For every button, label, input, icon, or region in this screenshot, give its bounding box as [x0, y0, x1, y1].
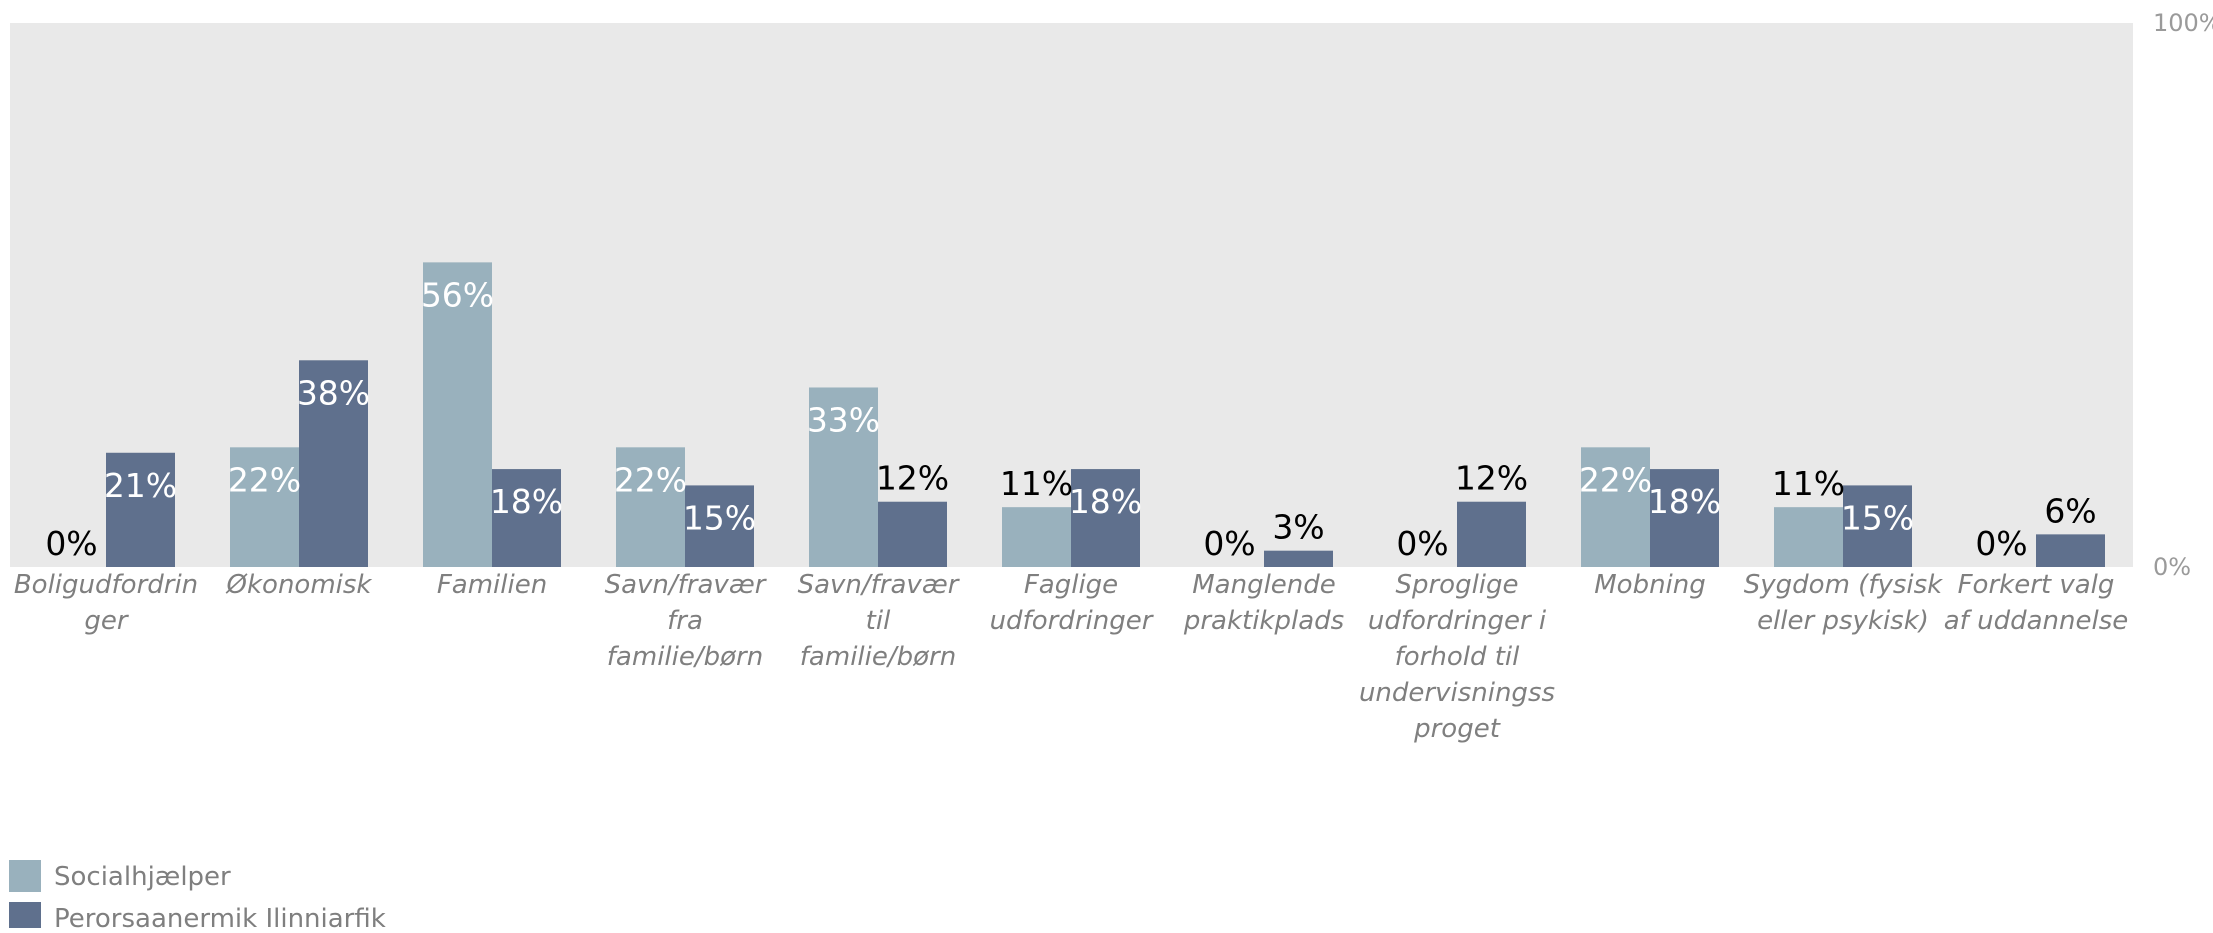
- value-label: 18%: [1069, 482, 1142, 521]
- value-label: 56%: [421, 275, 494, 314]
- value-label: 12%: [1455, 459, 1528, 498]
- bar-perorsaanermik-1: [299, 360, 368, 567]
- category-label: Manglende praktikplads: [1183, 570, 1344, 636]
- value-label: 22%: [228, 460, 301, 499]
- value-label: 22%: [614, 460, 687, 499]
- y-tick-label-max: 100%: [2153, 9, 2213, 37]
- bar-perorsaanermik-9: [1843, 485, 1912, 567]
- value-label: 3%: [1272, 508, 1324, 547]
- bar-perorsaanermik-8: [1650, 469, 1719, 567]
- bar-perorsaanermik-6: [1264, 550, 1333, 567]
- bar-perorsaanermik-2: [492, 469, 561, 567]
- value-label: 18%: [490, 482, 563, 521]
- bar-socialhjaelper-2: [423, 262, 492, 567]
- bar-socialhjaelper-5: [1002, 507, 1071, 567]
- category-label: Faglige udfordringer: [990, 570, 1155, 636]
- value-label: 0%: [45, 524, 97, 563]
- category-label: Sygdom (fysisk eller psykisk): [1744, 570, 1943, 636]
- legend: Socialhjælper Perorsaanermik Ilinniarfik: [9, 860, 386, 933]
- legend-label: Perorsaanermik Ilinniarfik: [54, 904, 386, 928]
- category-label: Sproglige udfordringer i forhold til underv…: [1359, 570, 1555, 744]
- category-label: Savn/fravær fra familie/børn: [605, 570, 768, 672]
- category-label: Boligudfordrin ger: [14, 570, 198, 636]
- value-label: 38%: [297, 373, 370, 412]
- y-tick-label-min: 0%: [2153, 553, 2191, 581]
- value-labels-layer: 0%21% 22%38%56%18%22%15%33%12% 11%18%0% 3% 0…: [45, 275, 2096, 563]
- bar-socialhjaelper-3: [616, 447, 685, 567]
- category-labels-layer: Boligudfordrin ger Økonomisk Familien Savn/f…: [14, 570, 2128, 744]
- bar-socialhjaelper-8: [1581, 447, 1650, 567]
- legend-swatch: [9, 860, 41, 892]
- bar-perorsaanermik-0: [106, 452, 175, 567]
- value-label: 0%: [1203, 524, 1255, 563]
- legend-swatch: [9, 902, 41, 933]
- value-label: 21%: [104, 466, 177, 505]
- category-label: Økonomisk: [226, 570, 373, 600]
- bar-socialhjaelper-9: [1774, 507, 1843, 567]
- bar-perorsaanermik-4: [878, 501, 947, 567]
- value-label: 0%: [1396, 524, 1448, 563]
- value-label: 22%: [1579, 460, 1652, 499]
- value-label: 11%: [1772, 464, 1845, 503]
- value-label: 6%: [2044, 491, 2096, 530]
- bar-perorsaanermik-3: [685, 485, 754, 567]
- bar-perorsaanermik-10: [2036, 534, 2105, 567]
- value-label: 12%: [876, 459, 949, 498]
- value-label: 0%: [1975, 524, 2027, 563]
- legend-label: Socialhjælper: [54, 862, 231, 892]
- category-label: Savn/fravær til familie/børn: [798, 570, 961, 672]
- value-label: 11%: [1000, 464, 1073, 503]
- value-label: 18%: [1648, 482, 1721, 521]
- bars-layer: [106, 262, 2105, 567]
- category-label: Forkert valg af uddannelse: [1944, 570, 2129, 636]
- value-label: 15%: [1841, 498, 1914, 537]
- y-axis: 100% 0%: [2153, 9, 2213, 581]
- bar-socialhjaelper-4: [809, 387, 878, 567]
- bar-perorsaanermik-7: [1457, 501, 1526, 567]
- category-label: Familien: [437, 570, 547, 600]
- bar-socialhjaelper-1: [230, 447, 299, 567]
- value-label: 33%: [807, 400, 880, 439]
- bar-perorsaanermik-5: [1071, 469, 1140, 567]
- value-label: 15%: [683, 498, 756, 537]
- category-label: Mobning: [1594, 570, 1706, 600]
